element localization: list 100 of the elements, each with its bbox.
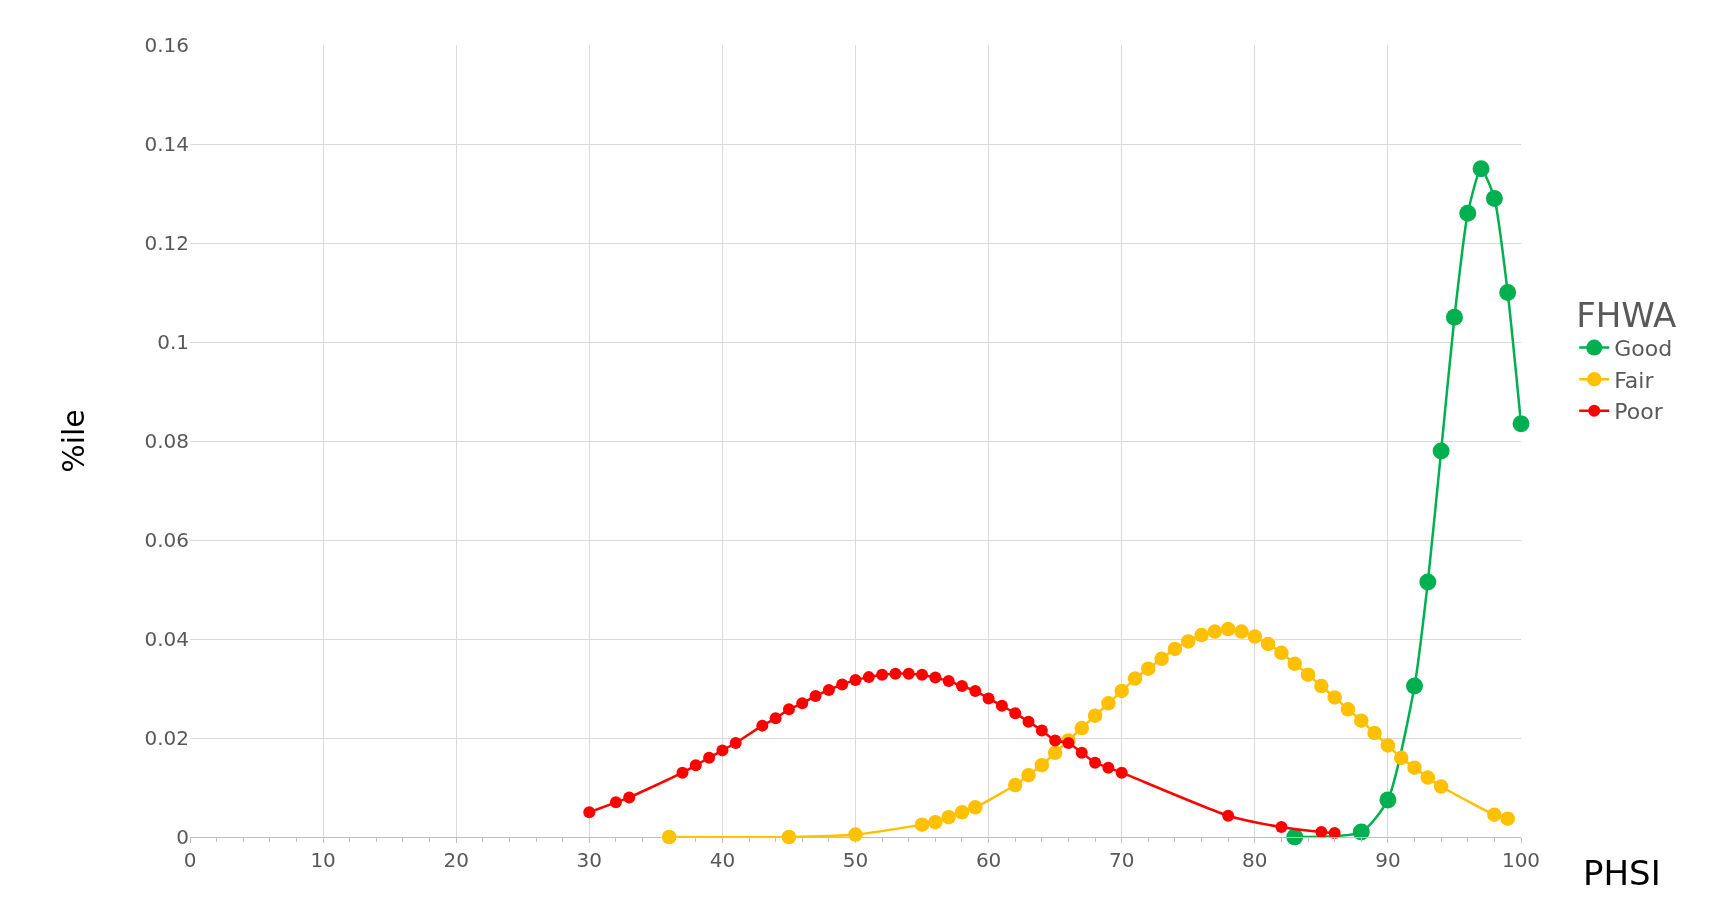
legend-title: FHWA	[1576, 294, 1677, 335]
point	[1445, 308, 1463, 326]
y-tick-label: 0.12	[144, 231, 189, 255]
point	[809, 689, 822, 702]
point	[1021, 767, 1036, 783]
point	[1287, 656, 1302, 671]
point	[1154, 651, 1169, 667]
point	[1420, 770, 1436, 785]
point	[1380, 738, 1396, 753]
point	[929, 671, 942, 684]
point	[609, 796, 622, 809]
point	[583, 806, 596, 819]
y-tick-label: 0.02	[144, 726, 189, 750]
point	[676, 766, 689, 779]
point	[1499, 284, 1517, 301]
point	[1487, 807, 1502, 822]
point	[1035, 724, 1048, 737]
point	[928, 814, 943, 830]
point	[902, 667, 915, 680]
point	[1220, 621, 1236, 637]
point	[1500, 811, 1515, 826]
point	[1181, 634, 1196, 649]
y-tick-label: 0.14	[144, 132, 189, 156]
x-tick-label: 100	[1501, 848, 1541, 872]
y-axis-title: %ile	[56, 409, 92, 473]
point	[796, 697, 809, 710]
point	[954, 805, 970, 820]
x-axis-title: PHSI	[1583, 853, 1661, 893]
point	[914, 817, 930, 832]
point	[781, 829, 797, 845]
y-tick-label: 0.16	[144, 33, 189, 57]
point	[716, 744, 729, 757]
point	[1432, 442, 1450, 460]
point	[1141, 661, 1156, 676]
point	[1472, 160, 1490, 178]
point	[1047, 745, 1063, 761]
y-tick-label: 0.06	[144, 528, 189, 552]
point	[862, 671, 875, 684]
point	[1419, 573, 1437, 591]
point	[1274, 645, 1289, 661]
x-tick-label: 40	[709, 848, 736, 872]
point	[1087, 708, 1103, 723]
point	[1034, 757, 1050, 773]
point	[623, 791, 636, 804]
point	[1167, 641, 1183, 657]
point	[968, 800, 983, 815]
point	[1022, 715, 1035, 728]
legend-label: Poor	[1614, 399, 1664, 425]
point	[1234, 624, 1249, 639]
point	[1089, 756, 1102, 769]
point	[1009, 707, 1022, 720]
point	[1393, 750, 1409, 766]
point	[836, 678, 849, 691]
point	[1300, 667, 1316, 682]
point	[1101, 696, 1116, 711]
point	[849, 674, 862, 687]
point	[1102, 761, 1115, 774]
point	[1275, 821, 1288, 834]
point	[729, 736, 742, 749]
y-tick-label: 0	[176, 825, 189, 849]
point	[1433, 779, 1449, 794]
point	[1247, 629, 1263, 644]
legend-label: Fair	[1614, 367, 1655, 393]
x-tick-label: 90	[1375, 848, 1401, 872]
point	[955, 680, 968, 693]
point	[1459, 204, 1477, 222]
point	[1512, 415, 1530, 433]
point	[1367, 725, 1382, 741]
point	[1314, 678, 1329, 694]
x-tick-label: 70	[1108, 848, 1135, 872]
point	[1407, 760, 1422, 775]
x-tick-label: 10	[310, 848, 336, 872]
point	[942, 675, 955, 688]
y-tick-label: 0.04	[144, 627, 189, 651]
point	[1194, 627, 1209, 643]
point	[1340, 702, 1356, 717]
point	[1222, 809, 1235, 822]
point	[916, 668, 929, 681]
point	[1379, 791, 1397, 809]
point	[1352, 823, 1370, 841]
point	[782, 703, 795, 716]
x-tick-label: 60	[975, 848, 1002, 872]
point	[1115, 766, 1128, 779]
legend-label: Good	[1614, 336, 1673, 362]
x-tick-label: 20	[443, 848, 469, 872]
point	[1049, 734, 1062, 747]
point	[661, 829, 677, 845]
point	[1074, 720, 1090, 736]
y-tick-label: 0.08	[144, 429, 189, 453]
point	[969, 684, 982, 697]
point	[1075, 746, 1088, 759]
x-tick-label: 80	[1242, 848, 1268, 872]
point	[941, 809, 956, 825]
x-tick-label: 30	[576, 848, 603, 872]
point	[1485, 189, 1503, 207]
point	[889, 667, 902, 680]
point	[1327, 690, 1342, 705]
point	[1207, 624, 1223, 639]
point	[876, 668, 889, 681]
point	[1406, 677, 1424, 695]
